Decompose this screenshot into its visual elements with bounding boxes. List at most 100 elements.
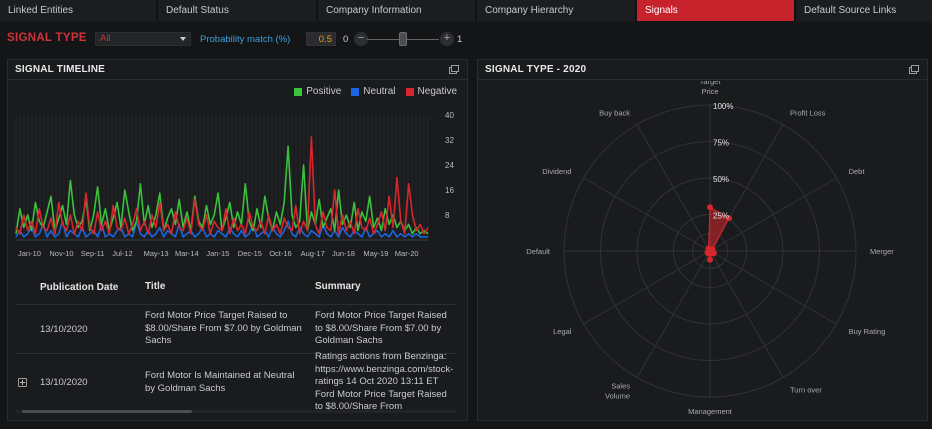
series-line-neutral xyxy=(15,220,428,238)
header-publication-date[interactable]: Publication Date xyxy=(40,282,119,293)
y-tick-label: 32 xyxy=(445,136,454,145)
radar-category-label: Buy Rating xyxy=(849,327,886,336)
radar-point xyxy=(705,245,712,252)
probability-match-label: Probability match (%) xyxy=(200,34,291,45)
radar-category-label: Merger xyxy=(870,247,894,256)
radar-spoke xyxy=(583,250,711,325)
row-date: 13/10/2020 xyxy=(40,323,88,335)
radar-ring-label: 25% xyxy=(713,212,729,221)
legend-neutral-label: Neutral xyxy=(363,86,396,97)
x-tick-label: Mar-20 xyxy=(395,249,419,258)
table-row[interactable]: 13/10/2020 Ford Motor Price Target Raise… xyxy=(16,305,456,354)
row-title: Ford Motor Is Maintained at Neutral by G… xyxy=(145,370,295,394)
x-tick-label: Sep-11 xyxy=(81,249,105,258)
probability-slider-handle[interactable] xyxy=(399,32,407,46)
y-tick-label: 24 xyxy=(445,161,454,170)
radar-spoke xyxy=(636,250,711,378)
series-line-negative xyxy=(15,136,429,235)
slider-decrement-button[interactable]: − xyxy=(354,32,368,46)
radar-point xyxy=(725,215,732,222)
legend-neutral[interactable]: Neutral xyxy=(351,86,396,97)
x-tick-label: Dec-15 xyxy=(238,249,262,258)
radar-category-label: Legal xyxy=(553,327,572,336)
x-tick-label: May-19 xyxy=(363,249,388,258)
row-summary: Ratings actions from Benzinga: https://w… xyxy=(315,351,454,411)
slider-max-label: 1 xyxy=(457,34,463,45)
x-tick-label: Jun-18 xyxy=(332,249,355,258)
row-title: Ford Motor Price Target Raised to $8.00/… xyxy=(145,310,302,347)
x-tick-label: Mar-14 xyxy=(175,249,199,258)
x-tick-label: May-13 xyxy=(144,249,169,258)
tab-default-status[interactable]: Default Status xyxy=(158,0,318,21)
x-tick-label: Oct-16 xyxy=(269,249,292,258)
signal-timeline-chart: 40 32 24 16 8 Jan-10 Nov-10 Sep-11 Jul-12 May-13 M… xyxy=(15,111,454,258)
signal-type-label: SIGNAL TYPE xyxy=(7,32,87,44)
radar-category-label: Default xyxy=(526,247,551,256)
tab-company-information[interactable]: Company Information xyxy=(318,0,477,21)
legend-positive[interactable]: Positive xyxy=(294,86,341,97)
radar-category-label: Profit Loss xyxy=(790,108,826,117)
expand-window-icon[interactable] xyxy=(449,65,459,74)
radar-ring-label: 50% xyxy=(713,175,729,184)
radar-ring-label: 100% xyxy=(713,102,733,111)
radar-spoke xyxy=(709,250,784,378)
radar-category-label: Sales Volume xyxy=(605,382,630,401)
radar-point xyxy=(707,204,713,211)
signal-type-title: SIGNAL TYPE - 2020 xyxy=(478,60,927,80)
table-horizontal-scrollbar[interactable] xyxy=(16,410,456,413)
slider-increment-button[interactable]: + xyxy=(440,32,454,46)
row-date: 13/10/2020 xyxy=(40,377,88,388)
radar-category-label: Management xyxy=(688,407,733,416)
legend-positive-label: Positive xyxy=(306,86,342,97)
x-tick-label: Jul-12 xyxy=(112,249,132,258)
radar-category-label: Dividend xyxy=(542,167,571,176)
tab-company-hierarchy[interactable]: Company Hierarchy xyxy=(477,0,637,21)
radar-category-label: Debt xyxy=(849,167,866,176)
slider-min-label: 0 xyxy=(343,34,349,45)
filter-bar: SIGNAL TYPE All Probability match (%) 0.… xyxy=(0,27,932,51)
signal-timeline-title: SIGNAL TIMELINE xyxy=(8,60,467,80)
header-title[interactable]: Title xyxy=(145,281,166,293)
plus-square-icon[interactable] xyxy=(18,377,27,387)
legend-negative-label: Negative xyxy=(417,86,457,97)
timeline-legend: Positive Neutral Negative xyxy=(294,86,457,97)
radar-spoke xyxy=(709,250,837,325)
legend-positive-swatch xyxy=(294,87,303,96)
table-row[interactable]: 13/10/2020 Ford Motor Is Maintained at N… xyxy=(16,351,456,411)
signal-type-select[interactable]: All xyxy=(95,32,191,46)
row-summary: Ford Motor Price Target Raised to $8.00/… xyxy=(315,310,447,347)
x-tick-label: Aug-17 xyxy=(301,249,325,258)
scrollbar-thumb[interactable] xyxy=(22,410,192,413)
header-summary[interactable]: Summary xyxy=(315,281,361,293)
probability-match-input[interactable]: 0.5 xyxy=(306,32,336,46)
signal-type-radar-chart: 25% 50% 75% 100% Target Price Profit Loss Debt M… xyxy=(526,81,894,416)
table-header: Publication Date Title Summary xyxy=(16,271,456,305)
radar-category-label: Buy back xyxy=(599,108,630,117)
legend-negative-swatch xyxy=(405,87,414,96)
legend-negative[interactable]: Negative xyxy=(405,86,457,97)
x-tick-label: Jan-10 xyxy=(18,249,41,258)
y-tick-label: 8 xyxy=(445,211,450,220)
signal-timeline-panel: SIGNAL TIMELINE Positive Neutral Negativ… xyxy=(7,59,468,421)
tab-signals[interactable]: Signals xyxy=(637,0,796,21)
signal-type-value: All xyxy=(100,33,111,44)
y-tick-label: 40 xyxy=(445,111,454,120)
radar-spoke xyxy=(709,177,837,252)
tab-bar: Linked Entities Default Status Company I… xyxy=(0,0,932,21)
chevron-down-icon xyxy=(180,37,186,41)
y-tick-label: 16 xyxy=(445,186,454,195)
tab-default-source-links[interactable]: Default Source Links xyxy=(796,0,932,21)
radar-category-label: Turn over xyxy=(790,386,822,395)
radar-point xyxy=(707,256,713,263)
legend-neutral-swatch xyxy=(351,87,360,96)
x-tick-label: Jan-15 xyxy=(206,249,229,258)
radar-spoke xyxy=(636,124,711,252)
expand-window-icon[interactable] xyxy=(909,65,919,74)
tab-linked-entities[interactable]: Linked Entities xyxy=(0,0,158,21)
signal-type-panel: SIGNAL TYPE - 2020 25% 50% 75% 100% Target Pr… xyxy=(477,59,928,421)
signals-table: Publication Date Title Summary 13/10/202… xyxy=(16,271,456,411)
radar-category-label: Target Price xyxy=(700,81,722,96)
radar-ring-label: 75% xyxy=(713,139,729,148)
x-tick-label: Nov-10 xyxy=(49,249,73,258)
radar-spoke xyxy=(583,177,711,252)
